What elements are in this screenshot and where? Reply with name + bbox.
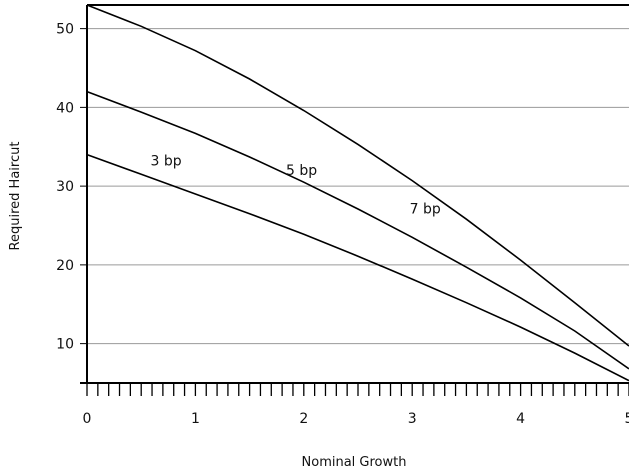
series-line-5-bp <box>86 90 629 370</box>
y-tick-label: 40 <box>56 100 74 116</box>
series-line-3-bp <box>86 153 629 382</box>
series-annotation: 5 bp <box>286 163 317 179</box>
y-tick-label: 30 <box>56 179 74 195</box>
x-tick-label: 5 <box>625 411 629 427</box>
series-annotation: 7 bp <box>410 202 441 218</box>
y-tick-label: 20 <box>56 258 74 274</box>
x-tick-label: 0 <box>83 411 92 427</box>
x-tick-label: 3 <box>408 411 417 427</box>
x-tick-label: 2 <box>299 411 308 427</box>
x-tick-label: 4 <box>516 411 525 427</box>
x-tick-label: 1 <box>191 411 200 427</box>
series-line-7-bp <box>86 4 629 347</box>
axes <box>80 4 629 396</box>
grid-lines <box>87 28 629 345</box>
series-annotation: 3 bp <box>151 154 182 170</box>
y-tick-label: 10 <box>56 337 74 353</box>
series-lines <box>86 4 629 382</box>
x-axis-title: Nominal Growth <box>302 455 407 470</box>
labels: 10 20 30 40 50 0 1 2 3 4 5 3 bp 5 bp 7 bp <box>56 22 629 427</box>
y-axis-title: Required Haircut <box>8 142 23 251</box>
y-tick-label: 50 <box>56 22 74 38</box>
